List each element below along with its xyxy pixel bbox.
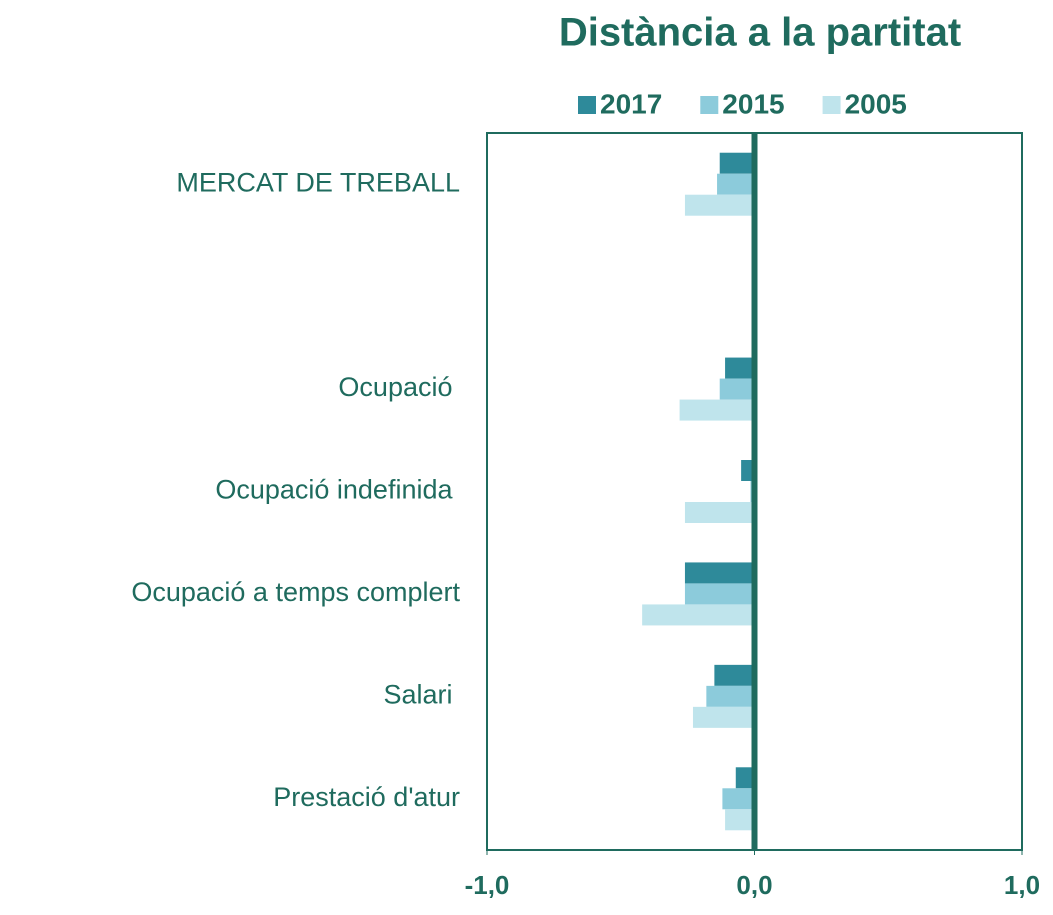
bar xyxy=(725,357,755,379)
bar xyxy=(642,604,755,626)
bar xyxy=(717,173,755,195)
bar xyxy=(725,809,755,831)
bar xyxy=(722,788,755,810)
legend-swatch xyxy=(822,96,841,114)
y-tick-label: Ocupació indefinida xyxy=(215,475,460,505)
x-tick-label: 0,0 xyxy=(736,870,772,900)
bar xyxy=(684,583,755,605)
bar xyxy=(735,767,755,789)
bar xyxy=(692,706,755,728)
bar xyxy=(714,664,755,686)
chart-title: Distància a la partitat xyxy=(559,11,961,55)
y-tick-label: Ocupació xyxy=(338,372,460,402)
legend-label: 2005 xyxy=(845,88,907,119)
legend-swatch xyxy=(578,96,596,114)
legend-label: 2015 xyxy=(722,88,784,119)
bar xyxy=(719,152,755,174)
y-tick-label: MERCAT DE TREBALL xyxy=(176,167,460,197)
y-tick-label: Salari xyxy=(383,679,460,709)
bar xyxy=(706,685,755,707)
x-tick-label: -1,0 xyxy=(465,870,510,900)
legend-swatch xyxy=(700,96,719,114)
legend-label: 2017 xyxy=(600,88,662,119)
bar xyxy=(684,194,755,216)
bar xyxy=(719,378,755,400)
bar xyxy=(684,502,755,523)
bar xyxy=(684,562,755,584)
y-tick-label: Prestació d'atur xyxy=(273,782,460,812)
y-tick-label: Ocupació a temps complert xyxy=(131,577,460,607)
bar xyxy=(741,460,755,481)
bar xyxy=(679,399,755,421)
x-tick-label: 1,0 xyxy=(1004,870,1040,900)
